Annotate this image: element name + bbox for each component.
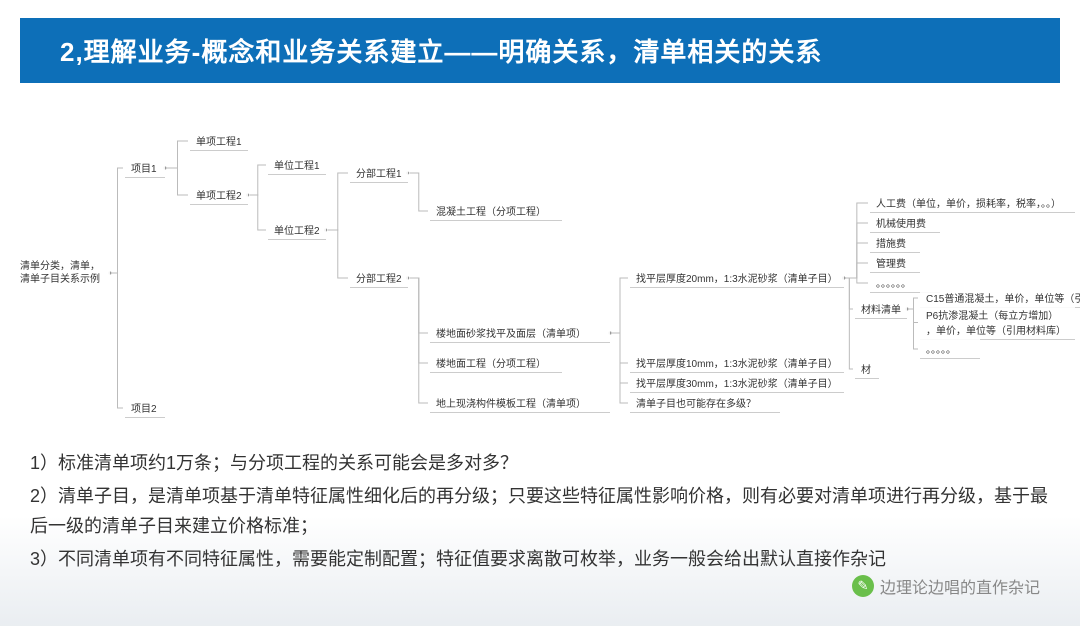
tree-node: 项目2 bbox=[125, 398, 165, 418]
tree-node: 清单子目也可能存在多级？ bbox=[630, 393, 780, 413]
tree-node: P6抗渗混凝土（每立方增加） ，单价，单位等（引用材料库） bbox=[920, 305, 1075, 340]
tree-diagram: 清单分类，清单， 清单子目关系示例 项目1 项目2 单项工程1 单项工程2 单位工程1 单位… bbox=[0, 93, 1080, 438]
notes-block: 1）标准清单项约1万条；与分项工程的关系可能会是多对多？ 2）清单子目，是清单项… bbox=[0, 438, 1080, 574]
tree-node: 单位工程1 bbox=[268, 155, 326, 175]
tree-node: 项目1 bbox=[125, 158, 165, 178]
note-line: 3）不同清单项有不同特征属性，需要能定制配置；特征值要求离散可枚举，业务一般会给… bbox=[30, 544, 1050, 575]
watermark: ✎ 边理论边唱的直作杂记 bbox=[852, 574, 1040, 598]
tree-node: 人工费（单位，单价，损耗率，税率，。。） bbox=[870, 193, 1075, 213]
note-line: 1）标准清单项约1万条；与分项工程的关系可能会是多对多？ bbox=[30, 448, 1050, 479]
tree-node: 管理费 bbox=[870, 253, 920, 273]
tree-node: 措施费 bbox=[870, 233, 920, 253]
tree-node: 找平层厚度30mm，1:3水泥砂浆（清单子目） bbox=[630, 373, 844, 393]
tree-node: 。。。。。 bbox=[920, 339, 980, 359]
tree-node: 楼地面砂浆找平及面层（清单项） bbox=[430, 323, 610, 343]
watermark-text: 边理论边唱的直作杂记 bbox=[880, 574, 1040, 598]
note-line: 2）清单子目，是清单项基于清单特征属性细化后的再分级；只要这些特征属性影响价格，… bbox=[30, 481, 1050, 542]
tree-node: 机械使用费 bbox=[870, 213, 940, 233]
page-title: 2,理解业务-概念和业务关系建立——明确关系，清单相关的关系 bbox=[20, 18, 1060, 83]
tree-node: 单项工程2 bbox=[190, 185, 248, 205]
title-text: 2,理解业务-概念和业务关系建立——明确关系，清单相关的关系 bbox=[60, 37, 822, 67]
tree-node: 混凝土工程（分项工程） bbox=[430, 201, 562, 221]
tree-node: 地上现浇构件模板工程（清单项） bbox=[430, 393, 610, 413]
tree-node: 单项工程1 bbox=[190, 131, 248, 151]
tree-node: 分部工程2 bbox=[350, 268, 408, 288]
tree-node: 单位工程2 bbox=[268, 220, 326, 240]
tree-node: 材料清单 bbox=[855, 299, 907, 319]
tree-node: 找平层厚度10mm，1:3水泥砂浆（清单子目） bbox=[630, 353, 844, 373]
wechat-icon: ✎ bbox=[852, 575, 874, 597]
tree-node: 找平层厚度20mm，1:3水泥砂浆（清单子目） bbox=[630, 268, 844, 288]
tree-node: 分部工程1 bbox=[350, 163, 408, 183]
tree-node: 楼地面工程（分项工程） bbox=[430, 353, 562, 373]
tree-node: 材 bbox=[855, 359, 879, 379]
tree-node: 清单分类，清单， 清单子目关系示例 bbox=[14, 258, 110, 288]
